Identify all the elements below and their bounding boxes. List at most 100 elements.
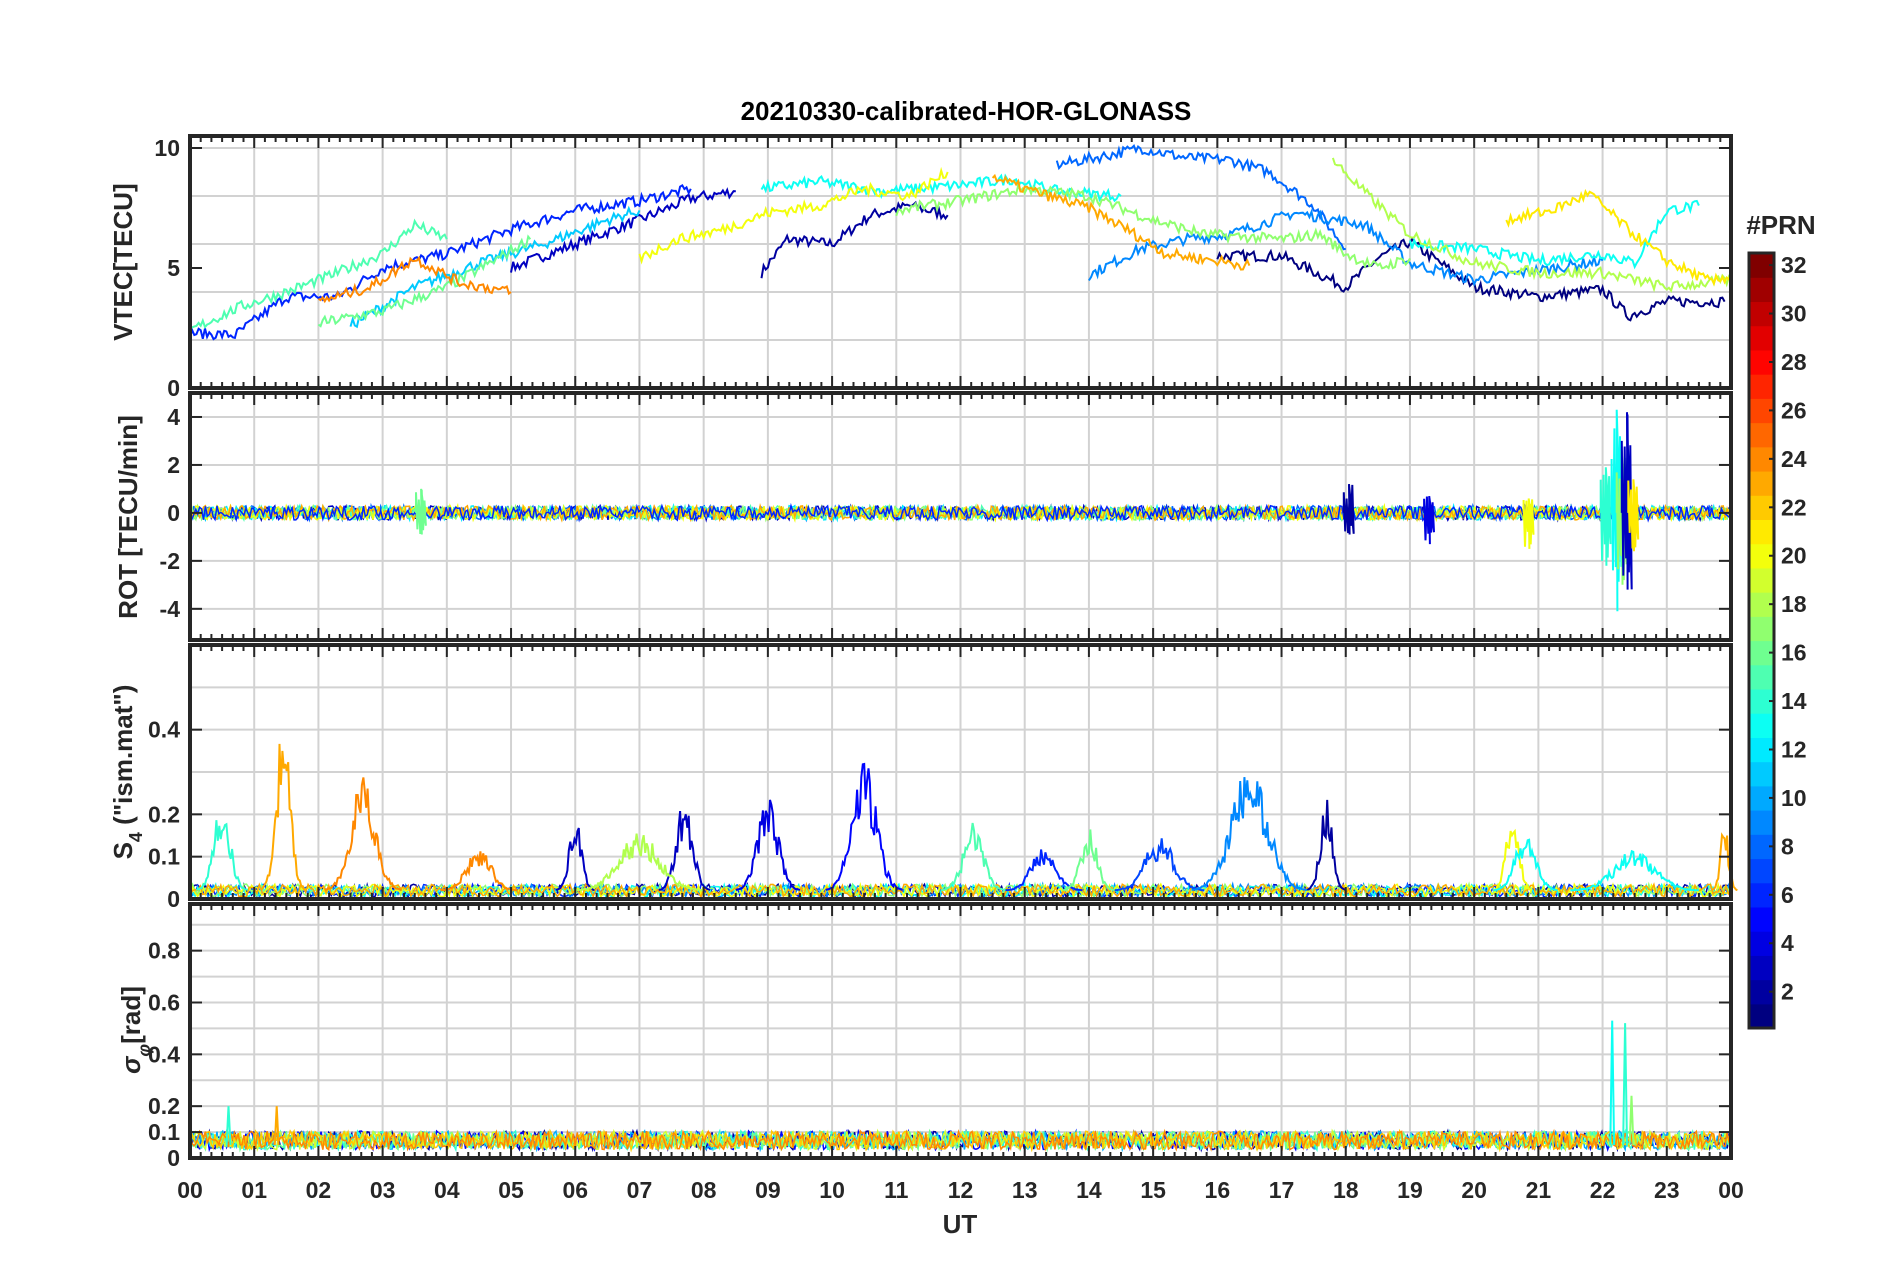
vtec-series — [1331, 157, 1732, 293]
x-axis-label: UT — [943, 1209, 978, 1239]
vtec-series — [1055, 143, 1346, 251]
s4-peak — [1493, 838, 1558, 892]
y-tick-label: 0.8 — [148, 938, 180, 964]
colorbar-cell — [1749, 713, 1774, 738]
colorbar-cell — [1749, 374, 1774, 399]
colorbar-cell — [1749, 1003, 1774, 1029]
rot-spike — [1423, 495, 1435, 545]
x-tick-label: 08 — [691, 1177, 717, 1203]
colorbar-cell — [1749, 955, 1774, 981]
x-tick-label: 19 — [1397, 1177, 1423, 1203]
s4-peak — [555, 827, 595, 891]
vtec-series — [317, 255, 512, 304]
colorbar-tick-label: 14 — [1781, 688, 1807, 714]
s4-peak — [1570, 849, 1699, 892]
colorbar-cell — [1749, 277, 1774, 303]
y-tick-label: 0 — [167, 500, 180, 526]
vtec-series — [1409, 199, 1700, 270]
ylabel-sigma-text: σφ[rad] — [116, 986, 154, 1074]
vtec-series — [189, 184, 692, 341]
y-tick-label: 0.4 — [148, 1041, 180, 1067]
colorbar-tick-label: 26 — [1781, 397, 1807, 423]
s4-peak — [260, 743, 306, 891]
x-tick-label: 11 — [884, 1177, 909, 1203]
panel-frame — [188, 643, 1733, 901]
colorbar-frame — [1747, 251, 1776, 1030]
panel-frame — [188, 134, 1733, 390]
s4-peak — [1063, 829, 1115, 892]
vtec-series — [1088, 208, 1604, 287]
sigma-spike — [1628, 1095, 1635, 1146]
rot-spike — [1522, 498, 1535, 549]
grid — [190, 393, 1731, 640]
y-tick-label: 5 — [167, 255, 180, 281]
ylabel-sigma: σφ[rad] — [116, 986, 154, 1074]
x-tick-label: 22 — [1590, 1177, 1616, 1203]
vtec-series — [638, 166, 949, 265]
x-tick-label: 17 — [1269, 1177, 1295, 1203]
ticks: 0 0.1 0.2 0.4 — [148, 645, 1732, 912]
chart-title: 20210330-calibrated-HOR-GLONASS — [741, 96, 1192, 126]
colorbar-tick-label: 28 — [1781, 349, 1807, 375]
x-tick-label: 20 — [1461, 1177, 1487, 1203]
panel-sigma: 00.10.2 0.4 0.6 0.8 σφ[rad] — [116, 902, 1733, 1171]
panel-frame — [188, 902, 1733, 1160]
x-tick-label: 23 — [1654, 1177, 1680, 1203]
y-tick-label: 0.1 — [148, 844, 180, 870]
x-tick-label: 02 — [306, 1177, 332, 1203]
s4-peak — [1306, 799, 1347, 892]
colorbar-tick-label: 6 — [1781, 882, 1794, 908]
y-tick-label: 0.1 — [148, 1119, 180, 1145]
panel-s4: 00.10.20.4 S4 ("ism.mat") — [108, 643, 1738, 912]
y-tick-label: 10 — [154, 135, 180, 161]
x-tick-label: 07 — [627, 1177, 653, 1203]
panel-vtec: 0 5 10 VTEC[TECU] — [108, 134, 1733, 401]
data-layer — [189, 409, 1730, 612]
y-tick-label: 4 — [167, 404, 180, 430]
x-tick-label: 09 — [755, 1177, 781, 1203]
vtec-series — [1505, 188, 1732, 287]
s4-peak — [941, 822, 1006, 892]
data-layer — [189, 143, 1732, 341]
colorbar-label: #PRN — [1746, 210, 1815, 240]
s4-peak — [735, 799, 801, 891]
colorbar-cell — [1749, 761, 1774, 787]
s4-peak — [440, 851, 518, 892]
vtec-series — [510, 187, 736, 273]
y-tick-label: 0.4 — [148, 717, 180, 743]
panel-rot: -4 -2 0 2 4 ROT [TECU/min] — [113, 391, 1733, 642]
x-tick-label: 13 — [1012, 1177, 1038, 1203]
x-tick-label: 21 — [1526, 1177, 1552, 1203]
colorbar-tick-label: 12 — [1781, 736, 1807, 762]
s4-peak — [324, 777, 402, 891]
x-tick-label: 04 — [434, 1177, 460, 1203]
y-tick-label: 0.2 — [148, 1093, 180, 1119]
colorbar-cell — [1749, 616, 1774, 642]
rot-spike — [1599, 467, 1612, 566]
vtec-series — [1216, 236, 1726, 322]
rot-series — [189, 502, 1730, 523]
colorbar-cells — [1749, 253, 1774, 1029]
colorbar-cell — [1749, 906, 1774, 932]
x-tick-label: 16 — [1205, 1177, 1231, 1203]
rot-spike — [1627, 479, 1640, 552]
ylabel-vtec: VTEC[TECU] — [108, 183, 138, 340]
colorbar-tick-label: 22 — [1781, 494, 1807, 520]
colorbar-tick-label: 8 — [1781, 833, 1794, 859]
ylabel-rot: ROT [TECU/min] — [113, 415, 143, 619]
colorbar-cell — [1749, 567, 1774, 593]
sigma-spike — [1622, 1023, 1628, 1146]
colorbar-cell — [1749, 470, 1774, 496]
y-tick-label: 0 — [167, 886, 180, 912]
colorbar-tick-label: 24 — [1781, 446, 1807, 472]
ticks: 00.10.2 0.4 0.6 0.8 — [148, 904, 1732, 1171]
sigma-spike — [225, 1106, 232, 1146]
y-tick-label: 0 — [167, 1145, 180, 1171]
x-tick-label: 06 — [562, 1177, 588, 1203]
colorbar-tick-label: 30 — [1781, 301, 1807, 327]
x-tick-label: 05 — [498, 1177, 524, 1203]
s4-peak — [658, 811, 711, 891]
